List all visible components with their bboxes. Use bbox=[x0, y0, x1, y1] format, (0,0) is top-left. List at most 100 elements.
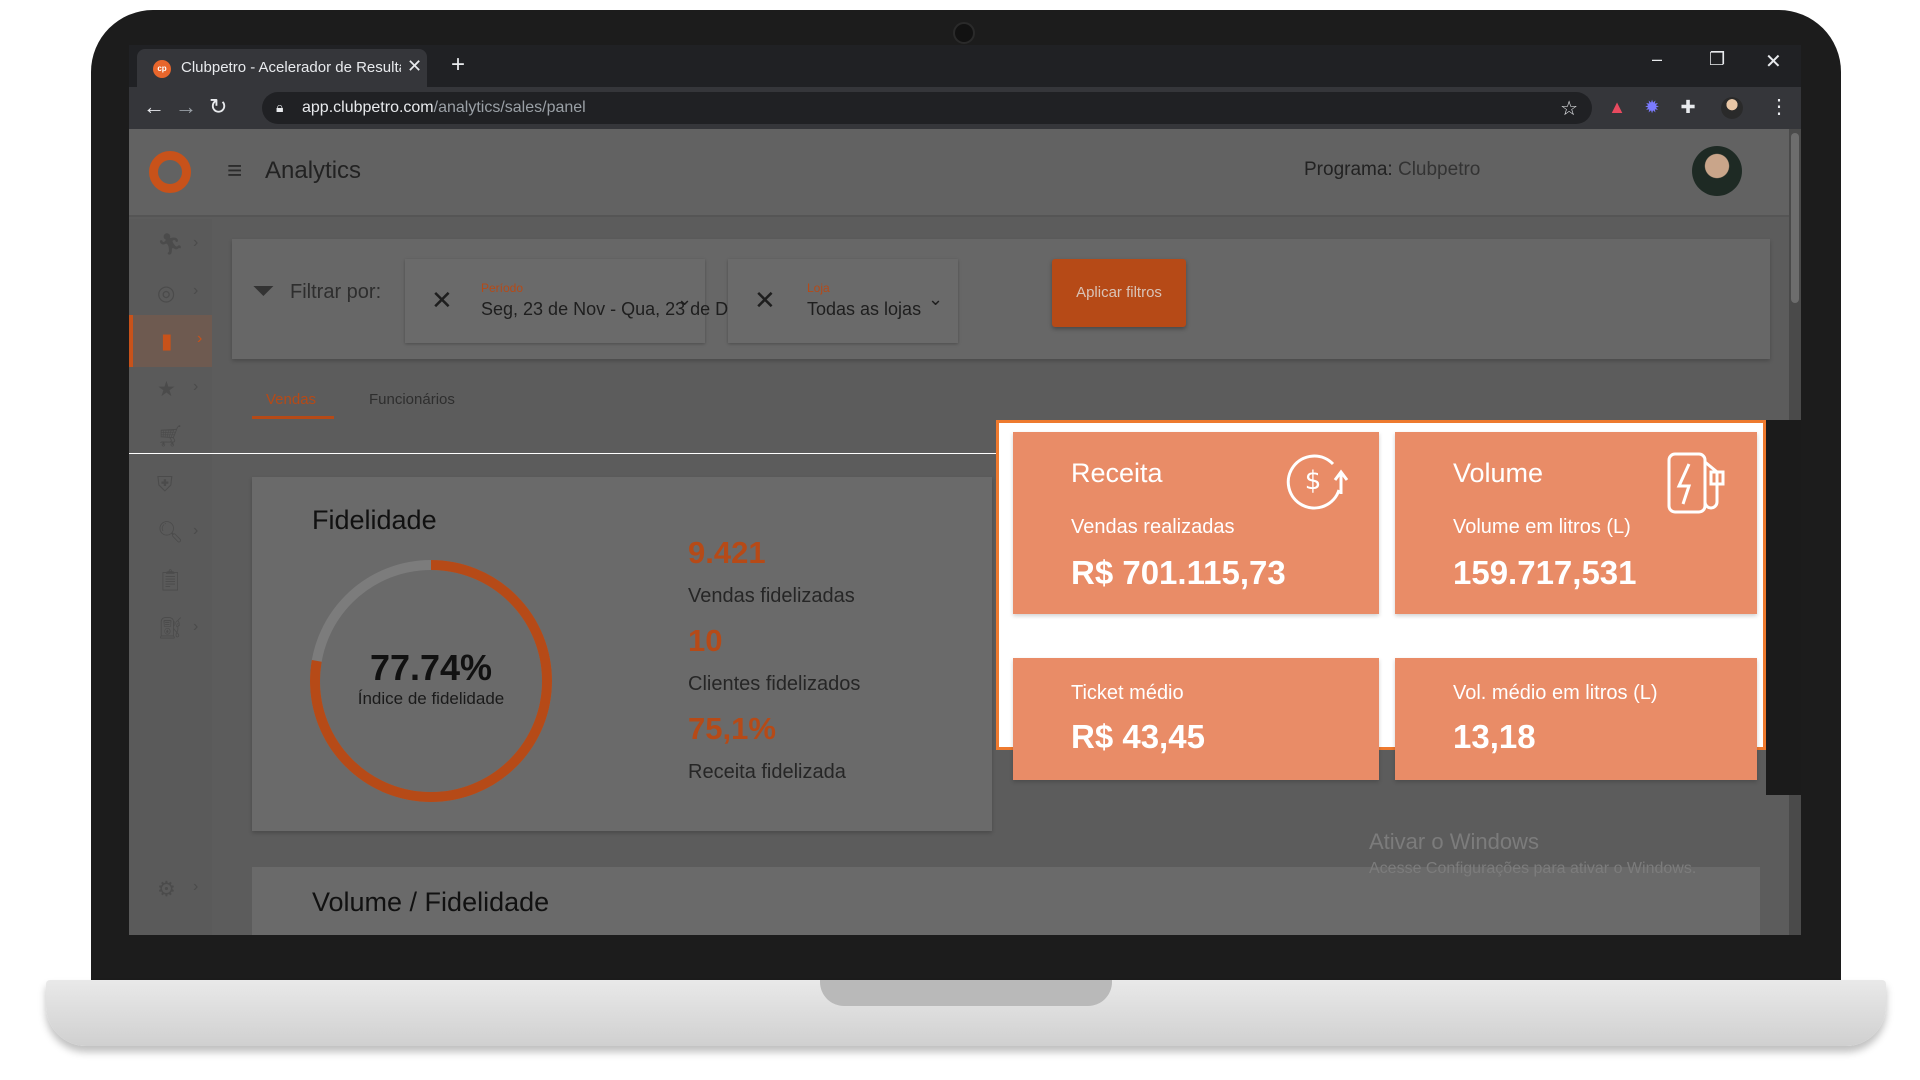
tab-vendas[interactable]: Vendas bbox=[266, 391, 317, 408]
url-text[interactable]: app.clubpetro.com/analytics/sales/panel bbox=[302, 99, 586, 117]
store-caption: Loja bbox=[807, 281, 830, 295]
donut-progress-arc bbox=[310, 560, 552, 802]
volume-fidelidade-card: Volume / Fidelidade bbox=[252, 867, 1760, 935]
active-tab-indicator bbox=[252, 416, 334, 419]
webcam bbox=[953, 22, 975, 44]
fuel-pump-icon bbox=[1667, 452, 1725, 514]
cart-icon: 🛒︎ bbox=[157, 425, 184, 448]
store-value: Todas as lojas bbox=[807, 299, 922, 319]
program-label: Programa: bbox=[1304, 159, 1393, 180]
browser-tab-bar: cp Clubpetro - Acelerador de Resultados … bbox=[129, 45, 1801, 87]
tab-funcionarios[interactable]: Funcionários bbox=[369, 391, 455, 408]
period-caption: Período bbox=[481, 281, 524, 295]
chevron-right-icon: › bbox=[193, 282, 199, 299]
shield-icon: ⛨ bbox=[157, 473, 173, 496]
filter-bar: ⏷ Filtrar por: ✕ Período Seg, 23 de Nov … bbox=[232, 239, 1770, 359]
scrollbar-thumb[interactable] bbox=[1791, 133, 1799, 303]
clubpetro-logo-icon[interactable] bbox=[149, 151, 191, 193]
minimize-icon[interactable]: – bbox=[1652, 49, 1663, 69]
sidebar-item-settings[interactable]: ⚙ › bbox=[129, 863, 212, 915]
profile-avatar[interactable] bbox=[1721, 97, 1743, 119]
dollar-cycle-icon: $ bbox=[1286, 454, 1349, 510]
laptop-screen: cp Clubpetro - Acelerador de Resultados … bbox=[129, 45, 1801, 935]
vol-medio-label: Vol. médio em litros (L) bbox=[1453, 682, 1658, 704]
new-tab-button[interactable]: + bbox=[451, 51, 466, 78]
sidebar-item-fuel[interactable]: ⛽︎ › bbox=[129, 603, 212, 655]
laptop-notch bbox=[820, 980, 1112, 1006]
clear-period-icon[interactable]: ✕ bbox=[431, 285, 453, 315]
kpi-tile-receita: Receita $ Vendas realizadas R$ 701.115,7… bbox=[1013, 432, 1379, 614]
tab-close-icon[interactable]: ✕ bbox=[407, 56, 423, 76]
chevron-right-icon: › bbox=[197, 330, 203, 347]
receita-title: Receita bbox=[1071, 458, 1163, 488]
gear-icon: ⚙ bbox=[157, 878, 176, 901]
chevron-down-icon: ⌄ bbox=[677, 289, 693, 309]
fidelidade-title: Fidelidade bbox=[312, 505, 437, 535]
sidebar-item-clipboard[interactable]: 📋︎ bbox=[129, 555, 212, 607]
fidelidade-card: Fidelidade 77.74% Índice de fidelidade 9… bbox=[252, 477, 992, 831]
clubpetro-favicon-icon: cp bbox=[153, 60, 171, 78]
stat-label: Clientes fidelizados bbox=[688, 673, 861, 695]
volume-subtitle: Volume em litros (L) bbox=[1453, 516, 1631, 538]
period-select[interactable]: ✕ Período Seg, 23 de Nov - Qua, 23 de De… bbox=[405, 259, 747, 343]
url-host: app.clubpetro.com bbox=[302, 99, 434, 116]
ticket-medio-label: Ticket médio bbox=[1071, 682, 1184, 704]
clear-store-icon[interactable]: ✕ bbox=[754, 285, 776, 315]
reload-icon[interactable]: ↻ bbox=[209, 94, 228, 119]
sidebar-item-star[interactable]: ★ › bbox=[129, 363, 212, 415]
browser-menu-icon[interactable]: ⋮ bbox=[1769, 96, 1789, 118]
chevron-down-icon: ⌄ bbox=[928, 289, 944, 309]
window-close-icon[interactable]: ✕ bbox=[1765, 51, 1782, 73]
sidebar-item-running[interactable]: 🏃︎ › bbox=[129, 219, 212, 271]
hamburger-menu-icon[interactable]: ≡ bbox=[227, 155, 243, 185]
receita-value: R$ 701.115,73 bbox=[1071, 554, 1286, 591]
kpi-tile-vol-medio: Vol. médio em litros (L) 13,18 bbox=[1395, 658, 1757, 780]
screen-edge-strip bbox=[1766, 420, 1801, 795]
stat-value: 10 bbox=[688, 623, 723, 658]
chevron-right-icon: › bbox=[193, 618, 199, 635]
sidebar-item-shield[interactable]: ⛨ bbox=[129, 459, 212, 511]
svg-text:$: $ bbox=[1305, 466, 1322, 496]
star-icon: ★ bbox=[157, 378, 176, 401]
stat-value: 75,1% bbox=[688, 711, 776, 746]
forward-arrow-icon[interactable]: → bbox=[175, 94, 197, 119]
store-select[interactable]: ✕ Loja Todas as lojas ⌄ bbox=[728, 259, 958, 343]
extension-gear-icon[interactable]: ✹ bbox=[1644, 97, 1660, 117]
kpi-highlight-panel: Receita $ Vendas realizadas R$ 701.115,7… bbox=[996, 420, 1766, 780]
restore-icon[interactable]: ❐ bbox=[1709, 49, 1726, 69]
address-bar[interactable]: 🔒︎ app.clubpetro.com/analytics/sales/pan… bbox=[262, 92, 1592, 124]
period-value: Seg, 23 de Nov - Qua, 23 de Dez bbox=[481, 299, 748, 319]
sidebar-item-search-doc[interactable]: 🔍︎ › bbox=[129, 507, 212, 559]
program-indicator: Programa: Clubpetro bbox=[1304, 159, 1480, 181]
sidebar: 🏃︎ › ◎ › ▮ › ★ › 🛒︎ ⛨ 🔍︎ › 📋︎ ⛽︎ › ⚙ › bbox=[129, 219, 212, 935]
back-arrow-icon[interactable]: ← bbox=[143, 94, 165, 119]
bar-chart-icon: ▮ bbox=[161, 330, 173, 353]
filter-funnel-icon: ⏷ bbox=[252, 275, 275, 306]
chevron-right-icon: › bbox=[193, 234, 199, 251]
running-person-icon: 🏃︎ bbox=[157, 233, 184, 256]
page-title: Analytics bbox=[265, 157, 362, 184]
windows-activation-subtitle: Acesse Configurações para ativar o Windo… bbox=[1369, 860, 1697, 877]
sidebar-item-analytics[interactable]: ▮ › bbox=[129, 315, 212, 367]
volume-value: 159.717,531 bbox=[1453, 554, 1637, 591]
bookmark-star-icon[interactable]: ☆ bbox=[1560, 98, 1578, 120]
sidebar-item-cart[interactable]: 🛒︎ bbox=[129, 411, 212, 463]
browser-tab[interactable]: cp Clubpetro - Acelerador de Resultados … bbox=[137, 49, 427, 87]
volume-title: Volume bbox=[1453, 458, 1544, 488]
apply-filters-button[interactable]: Aplicar filtros bbox=[1052, 259, 1186, 327]
kpi-tile-volume: Volume Volume em litros (L) 159.717,531 bbox=[1395, 432, 1757, 614]
receita-subtitle: Vendas realizadas bbox=[1071, 516, 1235, 538]
sidebar-item-target[interactable]: ◎ › bbox=[129, 267, 212, 319]
extensions-puzzle-icon[interactable]: ✚ bbox=[1680, 97, 1696, 117]
url-path: /analytics/sales/panel bbox=[433, 99, 586, 116]
stat-value: 9.421 bbox=[688, 535, 766, 570]
fuel-pump-icon: ⛽︎ bbox=[157, 617, 184, 640]
chevron-right-icon: › bbox=[193, 878, 199, 895]
browser-toolbar: ← → ↻ 🔒︎ app.clubpetro.com/analytics/sal… bbox=[129, 87, 1801, 129]
user-avatar[interactable] bbox=[1692, 146, 1742, 196]
extension-arrow-icon[interactable]: ▲ bbox=[1608, 97, 1626, 117]
stat-label: Vendas fidelizadas bbox=[688, 585, 855, 607]
fidelity-index-label: Índice de fidelidade bbox=[357, 689, 505, 708]
lock-icon: 🔒︎ bbox=[276, 99, 284, 115]
windows-activation-title: Ativar o Windows bbox=[1369, 829, 1539, 854]
